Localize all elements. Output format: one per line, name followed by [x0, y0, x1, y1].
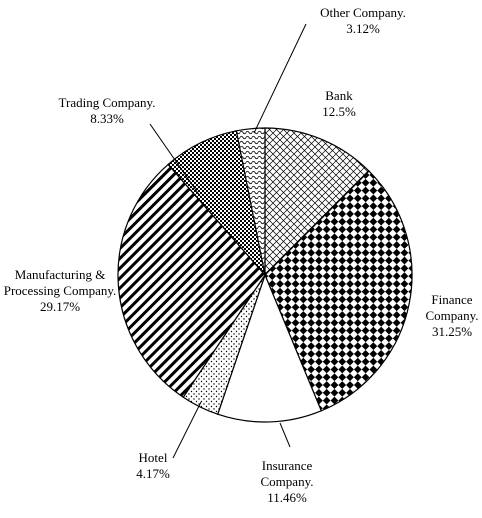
- pie-slice: [235, 127, 266, 276]
- value-label: 11.46%: [267, 490, 307, 505]
- category-label: Finance Company.: [425, 292, 479, 323]
- slice-label: Manufacturing & Processing Company. 29.17…: [1, 267, 119, 315]
- slices: [117, 127, 413, 423]
- slice-label: Finance Company. 31.25%: [416, 292, 482, 340]
- leader-line: [279, 422, 291, 448]
- value-label: 8.33%: [90, 111, 124, 126]
- category-label: Bank: [325, 88, 353, 103]
- slice-label: Bank 12.5%: [309, 88, 369, 120]
- slice-label: Hotel 4.17%: [128, 450, 178, 482]
- slice-label: Trading Company. 8.33%: [42, 95, 172, 127]
- value-label: 31.25%: [431, 324, 473, 339]
- category-label: Insurance Company.: [260, 458, 314, 489]
- category-label: Trading Company.: [58, 95, 156, 110]
- value-label: 3.12%: [346, 21, 380, 36]
- leader-line: [149, 123, 201, 197]
- value-label: 29.17%: [39, 299, 81, 314]
- value-label: 4.17%: [136, 466, 170, 481]
- pie-slice: [117, 163, 266, 399]
- pie-slice: [264, 170, 413, 412]
- value-label: 12.5%: [322, 104, 356, 119]
- leader-line: [253, 23, 307, 134]
- category-label: Manufacturing & Processing Company.: [3, 267, 117, 298]
- pie-slice: [216, 273, 323, 423]
- slice-label: Insurance Company. 11.46%: [251, 458, 323, 506]
- leader-line: [172, 401, 202, 459]
- category-label: Hotel: [138, 450, 168, 465]
- slice-label: Other Company. 3.12%: [298, 5, 428, 37]
- leader-lines: [149, 23, 307, 459]
- pie-slice: [264, 127, 370, 277]
- category-label: Other Company.: [320, 5, 406, 20]
